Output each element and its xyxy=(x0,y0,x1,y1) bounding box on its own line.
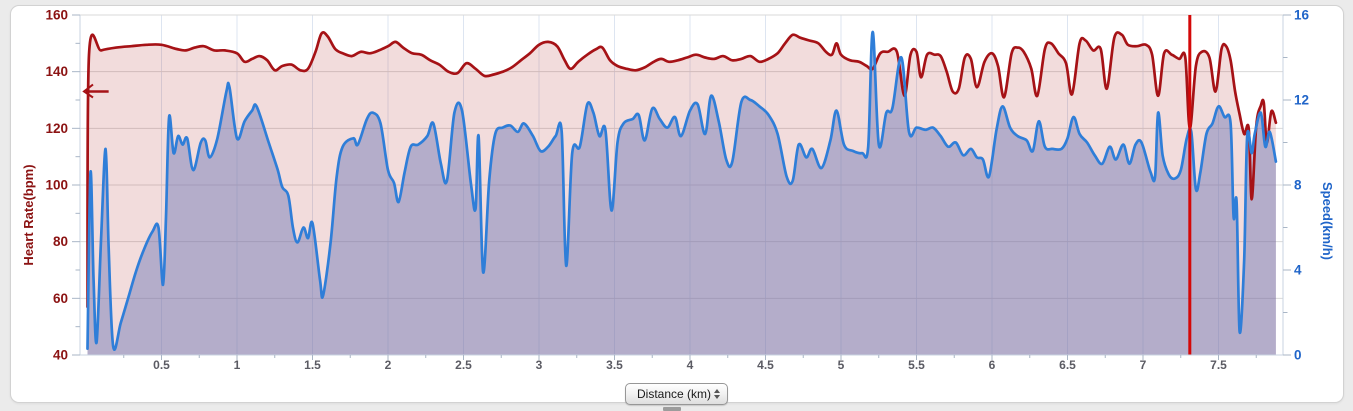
svg-text:6: 6 xyxy=(989,358,996,372)
left-axis-title: Heart Rate(bpm) xyxy=(21,164,36,265)
resize-handle[interactable] xyxy=(663,407,681,411)
svg-text:7.5: 7.5 xyxy=(1210,358,1227,372)
select-stepper-icon xyxy=(714,386,720,402)
svg-text:140: 140 xyxy=(45,64,68,79)
svg-text:120: 120 xyxy=(45,121,68,136)
svg-text:12: 12 xyxy=(1294,93,1309,108)
svg-text:4: 4 xyxy=(1294,263,1302,278)
svg-text:160: 160 xyxy=(45,8,68,23)
svg-text:8: 8 xyxy=(1294,178,1302,193)
hr-glitch-arrow xyxy=(82,83,94,99)
right-axis-title: Speed(km/h) xyxy=(1320,182,1335,260)
svg-text:3: 3 xyxy=(536,358,543,372)
tick-marks xyxy=(72,14,1291,360)
x-axis-select-label: Distance (km) xyxy=(637,387,712,401)
svg-text:4.5: 4.5 xyxy=(757,358,774,372)
svg-text:4: 4 xyxy=(687,358,694,372)
speed-line xyxy=(86,30,1278,351)
svg-text:40: 40 xyxy=(53,348,68,363)
svg-text:100: 100 xyxy=(45,178,68,193)
speed-area xyxy=(87,31,1276,355)
svg-text:6.5: 6.5 xyxy=(1059,358,1076,372)
left-axis-labels: 160 140 120 100 80 60 40 xyxy=(45,8,68,363)
svg-text:2.5: 2.5 xyxy=(455,358,472,372)
svg-text:2: 2 xyxy=(385,358,392,372)
x-axis-labels: 0.5 1 1.5 2 2.5 3 3.5 4 4.5 5 5.5 6 6.5 7 7.5 xyxy=(153,358,1227,372)
heart-rate-area xyxy=(87,32,1276,356)
svg-text:1: 1 xyxy=(234,358,241,372)
svg-text:16: 16 xyxy=(1294,8,1310,23)
svg-text:5.5: 5.5 xyxy=(908,358,925,372)
svg-text:1.5: 1.5 xyxy=(304,358,321,372)
heart-rate-line xyxy=(86,31,1278,309)
x-axis-select[interactable]: Distance (km) xyxy=(625,383,728,405)
svg-text:80: 80 xyxy=(53,234,68,249)
svg-text:60: 60 xyxy=(53,291,68,306)
y-gridlines xyxy=(80,14,1283,299)
svg-text:3.5: 3.5 xyxy=(606,358,623,372)
svg-text:0: 0 xyxy=(1294,348,1302,363)
plot-area xyxy=(82,15,1278,356)
svg-text:0.5: 0.5 xyxy=(153,358,170,372)
svg-text:5: 5 xyxy=(838,358,845,372)
right-axis-labels: 16 12 8 4 0 xyxy=(1294,8,1310,363)
svg-text:7: 7 xyxy=(1140,358,1147,372)
